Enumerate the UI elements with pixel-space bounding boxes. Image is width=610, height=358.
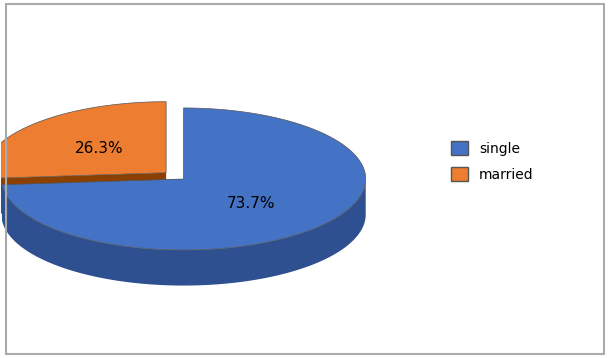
Legend: single, married: single, married bbox=[445, 135, 539, 187]
Text: 26.3%: 26.3% bbox=[75, 141, 123, 156]
Polygon shape bbox=[2, 108, 366, 250]
Polygon shape bbox=[0, 173, 166, 214]
Polygon shape bbox=[2, 180, 366, 286]
Polygon shape bbox=[2, 179, 184, 220]
Text: 73.7%: 73.7% bbox=[226, 195, 274, 211]
Polygon shape bbox=[0, 102, 166, 179]
